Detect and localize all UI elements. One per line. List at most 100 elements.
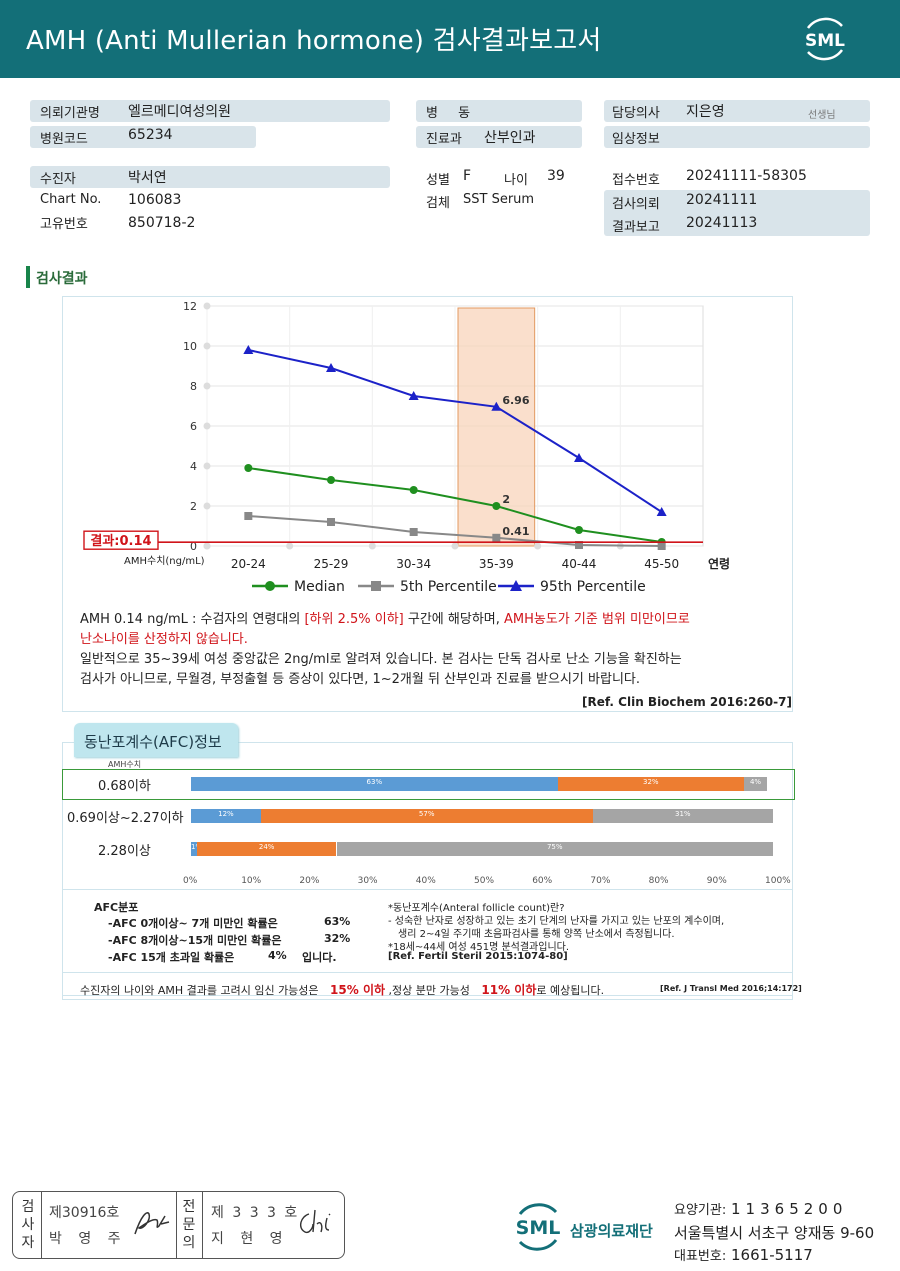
afc-axis-tick: 10% [241,876,262,886]
y-tick-dot [203,462,211,470]
afc-segment-label: 57% [418,810,435,818]
interpretation-line-3: 일반적으로 35~39세 여성 중앙값은 2ng/ml로 알려져 있습니다. 본… [80,652,682,667]
y-tick-dot [203,302,211,310]
afc-dist-suffix: 입니다. [302,951,337,964]
chart-series [243,345,667,550]
doctor-suffix: 선생님 [808,110,836,121]
specialist-name: 지 현 영 [211,1231,289,1247]
legend-marker [265,581,275,591]
sex-value: F [463,168,472,184]
signature-divider [41,1192,42,1258]
clinical-row-bg [604,126,870,148]
data-point [327,518,335,526]
x-tick-dot [286,542,294,550]
data-label: 6.96 [502,394,529,407]
afc-bar-segment: 63% [191,777,558,791]
afc-bar-segment: 75% [336,842,773,856]
y-tick-label: 4 [190,460,197,473]
data-label: 0.41 [502,525,529,538]
institution-code-label: 요양기관: [674,1203,727,1218]
y-tick-label: 10 [183,340,197,353]
highlight-band [457,307,536,547]
afc-segment-label: 75% [546,843,563,851]
inspector-no: 제30916호 [49,1205,120,1221]
y-tick-label: 2 [190,500,197,513]
afc-note-4: *18세~44세 여성 451명 분석결과입니다. [388,942,570,953]
afc-note-1: *동난포계수(Anteral follicle count)란? [388,903,565,914]
data-point [243,345,254,354]
data-point [408,391,419,400]
pregnancy-line: 수진자의 나이와 AMH 결과를 고려시 임신 가능성은 15% 이하 ,정상 … [80,981,604,998]
chart-no-value: 106083 [128,192,182,208]
interpretation-text-a: AMH 0.14 ng/mL : 수검자의 연령대의 [80,612,305,627]
legend-label: Median [294,579,345,595]
vertical-char: 사 [21,1217,35,1233]
institution-phone: 1661-5117 [731,1246,813,1264]
report-title: AMH (Anti Mullerian hormone) 검사결과보고서 [26,26,602,56]
result-panel [62,296,793,712]
institution-phone-line: 대표번호: 1661-5117 [674,1245,813,1264]
afc-row-label: 2.28이상 [98,844,151,859]
pregnancy-panel [62,972,793,1000]
afc-highlight-row [62,769,795,800]
afc-segment-label: 32% [642,778,659,786]
report-date: 20241113 [686,215,758,231]
institution-phone-label: 대표번호: [674,1249,727,1264]
y-tick-dot [203,502,211,510]
sex-label: 성별 [426,173,450,188]
patient-name: 박서연 [128,170,167,186]
afc-bar-segment: 57% [260,809,593,823]
unique-no-label: 고유번호 [40,217,88,232]
afc-tab-title: 동난포계수(AFC)정보 [84,733,222,751]
afc-axis-tick: 70% [590,876,611,886]
institution-value: 엘르메디여성의원 [128,104,232,120]
x-tick-label: 20-24 [231,557,266,571]
afc-axis-tick: 20% [299,876,320,886]
afc-note-3: 생리 2~4일 주기때 초음파검사를 통해 양쪽 난소에서 측정됩니다. [398,929,675,940]
data-point [657,542,666,550]
x-tick-dot [368,542,376,550]
foundation-logo-text: SML [516,1217,561,1239]
afc-axis-tick: 90% [706,876,727,886]
patient-label: 수진자 [40,172,76,187]
logo-text: SML [805,31,845,51]
signature-divider [176,1192,177,1258]
afc-bar-segment: 1% [191,842,202,856]
afc-row-label: 0.69이상~2.27이하 [67,811,184,826]
sml-logo: SML [805,17,845,61]
age-value: 39 [547,168,565,184]
afc-bar-segment: 24% [196,842,337,856]
x-tick-label: 35-39 [479,557,514,571]
afc-dist-title: AFC분포 [94,901,139,914]
afc-axis-tick: 0% [183,876,198,886]
specimen-value: SST Serum [463,192,535,207]
signature-divider [202,1192,203,1258]
data-label: 2 [502,493,510,506]
data-point [491,401,502,411]
clinical-label: 임상정보 [612,132,660,147]
foundation-name: 삼광의료재단 [570,1222,653,1240]
x-tick-label: 30-34 [396,557,431,571]
doctor-label: 담당의사 [612,106,660,121]
receipt-label: 접수번호 [612,173,660,188]
afc-dist-text: -AFC 8개이상~15개 미만인 확률은 [108,934,282,947]
afc-dist-value: 63% [324,915,351,928]
chart-grid [206,305,704,547]
chart-highlight [457,307,536,547]
data-point [656,507,667,516]
afc-axis-tick: 40% [415,876,436,886]
afc-bar-segment: 12% [191,809,261,823]
legend-marker [510,580,522,591]
interpretation-line-4: 검사가 아니므로, 무월경, 부정출혈 등 증상이 있다면, 1~2개월 뒤 산… [80,672,640,687]
result-label: 결과:0.14 [90,533,151,549]
pregnancy-text-a: 수진자의 나이와 AMH 결과를 고려시 임신 가능성은 [80,984,319,997]
y-tick-label: 12 [183,300,197,313]
institution-address: 서울특별시 서초구 양재동 9-60 [674,1224,875,1242]
institution-label: 의뢰기관명 [40,106,100,121]
report-label: 결과보고 [612,220,660,235]
vertical-char: 전 [182,1199,196,1215]
result-section-title: 검사결과 [36,271,88,287]
afc-dist-value: 4% [268,949,287,962]
dept-value: 산부인과 [484,130,536,146]
chart-result-line: 결과:0.14 [83,530,703,550]
